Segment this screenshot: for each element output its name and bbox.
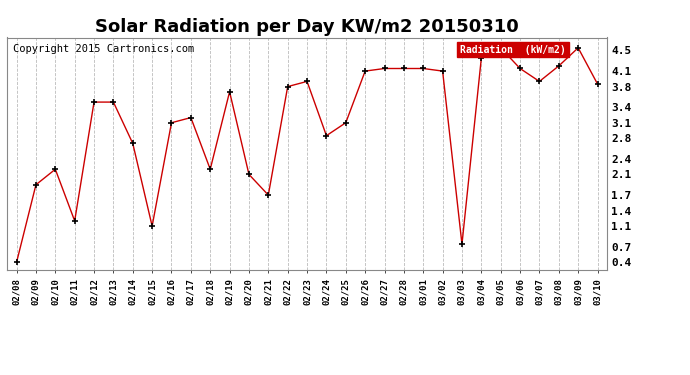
Title: Solar Radiation per Day KW/m2 20150310: Solar Radiation per Day KW/m2 20150310 xyxy=(95,18,519,36)
Text: Copyright 2015 Cartronics.com: Copyright 2015 Cartronics.com xyxy=(13,45,194,54)
Text: Radiation  (kW/m2): Radiation (kW/m2) xyxy=(460,45,566,54)
